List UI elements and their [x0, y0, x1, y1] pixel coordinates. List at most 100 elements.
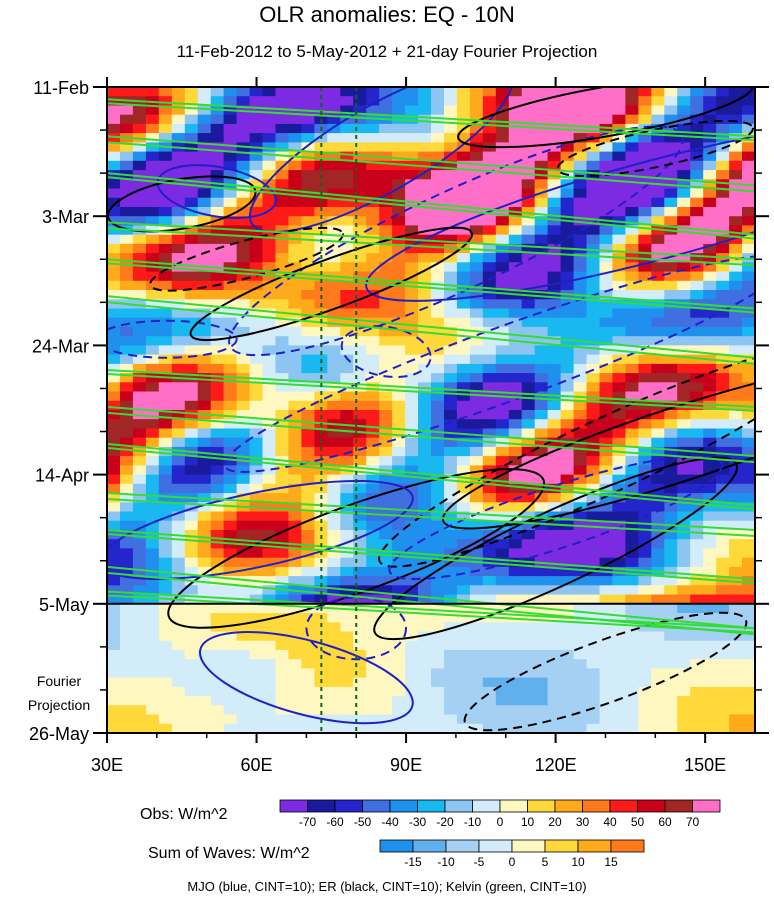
- field-cell: [120, 603, 134, 614]
- field-cell: [431, 640, 445, 651]
- field-cell: [560, 280, 575, 291]
- field-cell: [392, 262, 406, 273]
- field-cell: [547, 160, 562, 171]
- field-cell: [755, 327, 769, 337]
- field-cell: [353, 640, 367, 651]
- field-cell: [392, 317, 406, 328]
- field-cell: [340, 723, 354, 733]
- field-cell: [755, 410, 769, 420]
- field-cell: [405, 723, 419, 733]
- field-cell: [456, 603, 471, 614]
- field-cell: [586, 160, 601, 171]
- field-cell: [145, 253, 160, 263]
- field-cell: [599, 649, 614, 660]
- field-cell: [573, 105, 588, 116]
- field-cell: [262, 290, 277, 300]
- field-cell: [755, 438, 769, 448]
- field-cell: [534, 640, 549, 651]
- field-cell: [132, 336, 147, 346]
- field-cell: [482, 216, 497, 226]
- obs-colorbar-swatch: [334, 799, 363, 813]
- field-cell: [353, 622, 367, 633]
- field-cell: [275, 511, 290, 522]
- field-cell: [586, 705, 601, 716]
- field-cell: [586, 354, 601, 365]
- field-cell: [625, 622, 639, 633]
- field-cell: [366, 483, 380, 494]
- field-cell: [456, 317, 471, 328]
- field-cell: [210, 530, 225, 540]
- field-cell: [120, 105, 134, 116]
- field-cell: [534, 225, 549, 236]
- field-cell: [340, 234, 354, 245]
- field-cell: [120, 714, 134, 725]
- field-cell: [664, 548, 678, 559]
- field-cell: [638, 179, 652, 190]
- field-cell: [573, 723, 588, 733]
- field-cell: [353, 123, 367, 134]
- field-cell: [197, 631, 212, 642]
- field-cell: [690, 520, 704, 531]
- field-cell: [521, 520, 536, 531]
- field-cell: [651, 548, 665, 559]
- field-cell: [210, 437, 225, 448]
- field-cell: [145, 437, 160, 448]
- field-cell: [353, 686, 367, 697]
- field-cell: [755, 299, 769, 309]
- field-cell: [327, 216, 341, 226]
- field-cell: [210, 594, 225, 605]
- field-cell: [379, 391, 393, 402]
- field-cell: [560, 410, 575, 420]
- field-cell: [197, 400, 212, 411]
- field-cell: [405, 419, 419, 429]
- field-cell: [275, 105, 290, 116]
- field-cell: [664, 677, 678, 688]
- field-cell: [327, 290, 341, 300]
- field-cell: [599, 686, 614, 697]
- field-cell: [482, 419, 497, 429]
- field-cell: [612, 686, 626, 697]
- field-cell: [547, 483, 562, 494]
- field-cell: [275, 197, 290, 208]
- field-cell: [184, 216, 199, 226]
- field-cell: [612, 336, 626, 346]
- field-cell: [249, 382, 264, 393]
- field-cell: [755, 419, 769, 429]
- field-cell: [586, 594, 601, 605]
- field-cell: [353, 354, 367, 365]
- field-cell: [340, 280, 354, 291]
- field-cell: [314, 96, 328, 106]
- field-cell: [223, 290, 238, 300]
- waves-colorbar-level-label: 0: [509, 855, 516, 869]
- field-cell: [327, 114, 341, 125]
- field-cell: [184, 613, 199, 623]
- field-cell: [677, 96, 691, 106]
- field-cell: [638, 114, 652, 125]
- field-cell: [482, 428, 497, 439]
- field-cell: [586, 114, 601, 125]
- field-cell: [703, 262, 717, 273]
- field-cell: [651, 428, 665, 439]
- field-cell: [444, 234, 458, 245]
- field-cell: [158, 640, 173, 651]
- field-cell: [184, 87, 199, 97]
- field-cell: [456, 520, 471, 531]
- field-cell: [547, 493, 562, 503]
- field-cell: [508, 686, 523, 697]
- field-cell: [353, 649, 367, 660]
- field-cell: [392, 299, 406, 310]
- field-cell: [703, 502, 717, 513]
- field-cell: [197, 363, 212, 374]
- field-cell: [418, 594, 432, 605]
- field-cell: [301, 723, 315, 733]
- field-cell: [107, 114, 121, 125]
- field-cell: [353, 373, 367, 383]
- field-cell: [755, 345, 769, 355]
- field-cell: [184, 170, 199, 180]
- field-cell: [690, 105, 704, 116]
- field-cell: [573, 548, 588, 559]
- field-cell: [729, 317, 743, 328]
- field-cell: [742, 188, 755, 199]
- field-cell: [716, 299, 730, 310]
- field-cell: [132, 465, 147, 476]
